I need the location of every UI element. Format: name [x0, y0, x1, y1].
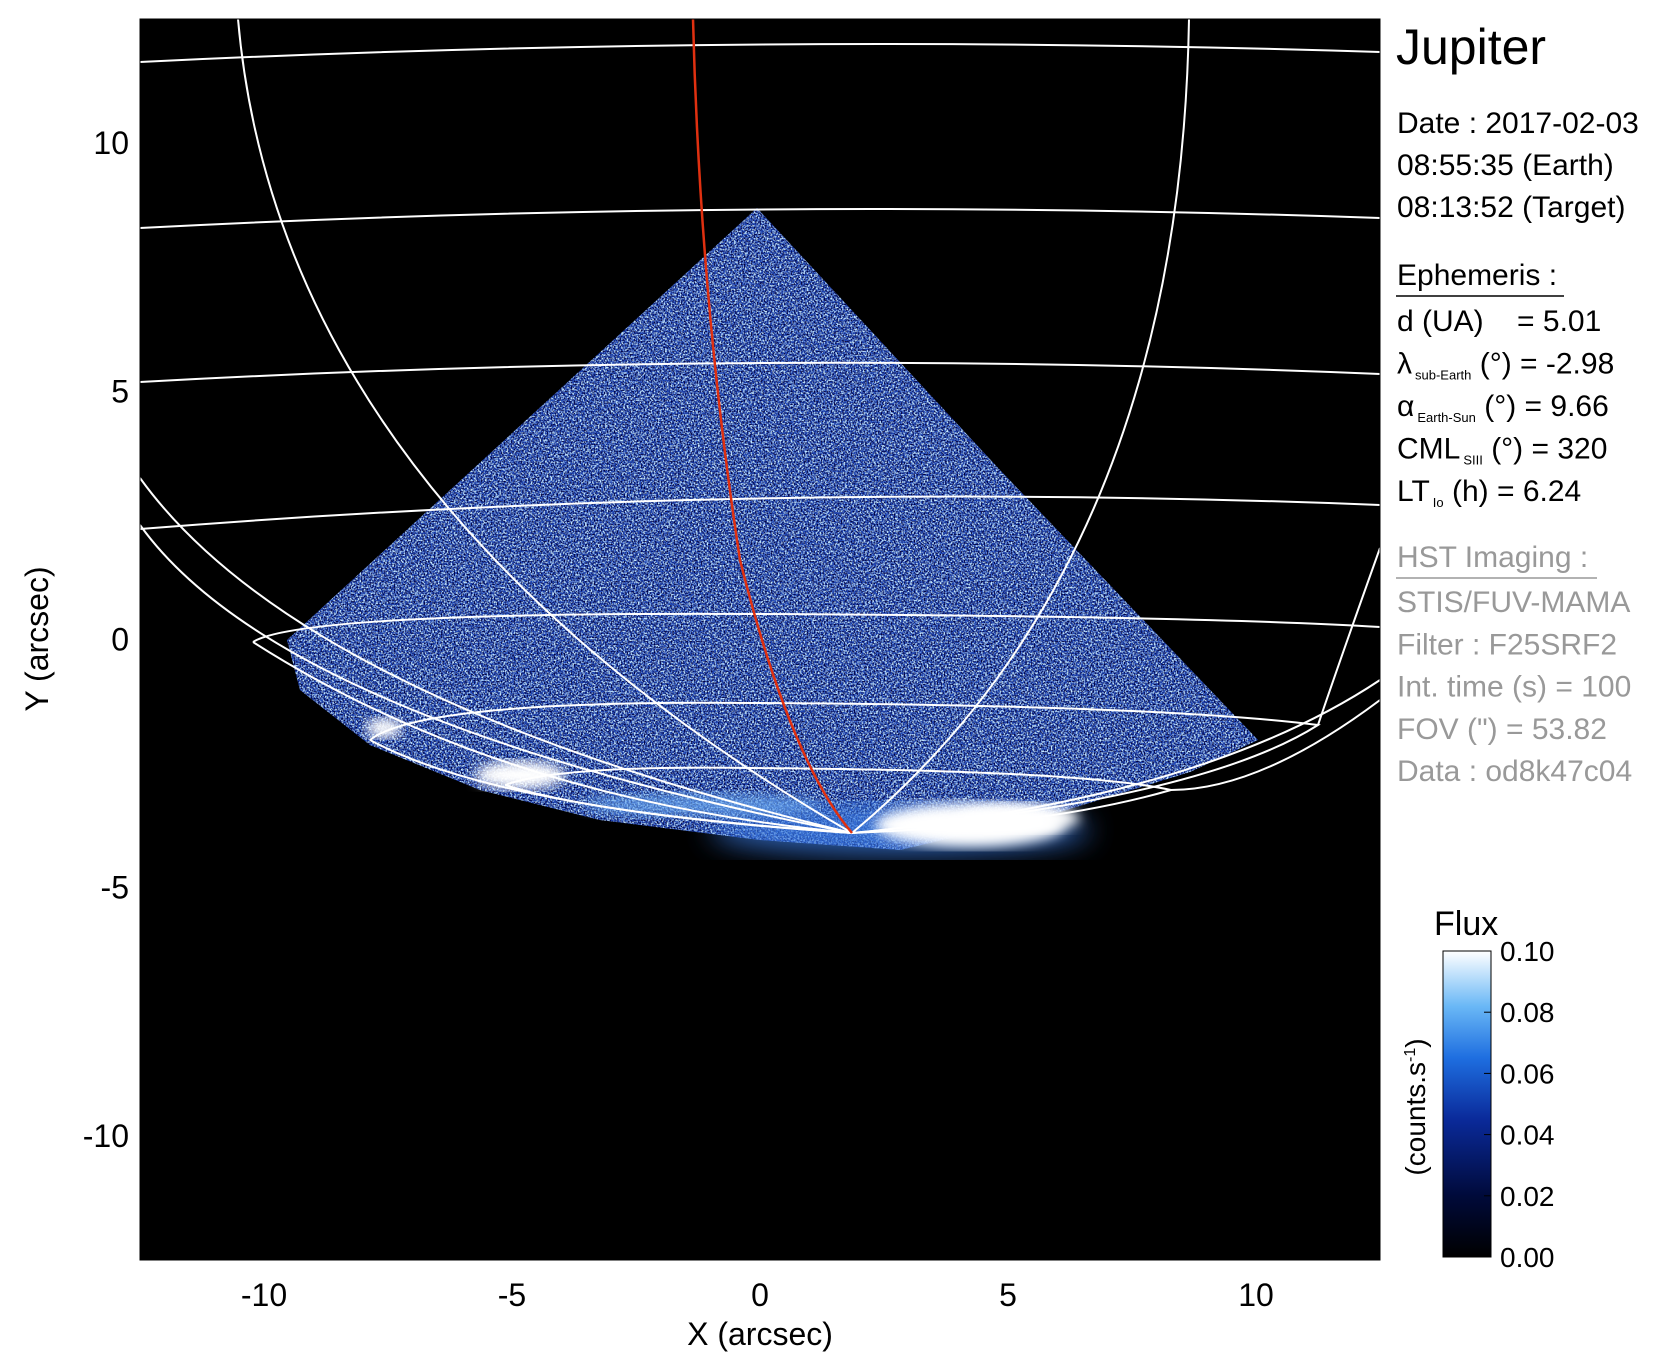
ephemeris-header: Ephemeris : — [1397, 259, 1557, 292]
x-tick-label: 10 — [1238, 1277, 1274, 1313]
latitude-line — [252, 641, 853, 834]
colorbar-tick-label: 0.06 — [1500, 1058, 1555, 1089]
colorbar-title: Flux — [1434, 905, 1498, 943]
hst-item: Filter : F25SRF2 — [1397, 628, 1617, 661]
date-text: Date : 2017-02-03 — [1397, 107, 1639, 140]
y-axis: 10 5 0 -5 -10 — [83, 125, 150, 1154]
ephemeris-item: CML SIII (°) = 320 — [1397, 433, 1607, 468]
time-earth-text: 08:55:35 (Earth) — [1397, 149, 1614, 182]
y-tick-label: -5 — [101, 870, 129, 906]
meridian-line — [1170, 699, 1380, 791]
hst-item: Data : od8k47c04 — [1397, 755, 1632, 788]
colorbar-tick-label: 0.00 — [1500, 1242, 1555, 1273]
latitude-line — [140, 208, 1380, 229]
limb-line — [140, 524, 853, 834]
colorbar — [1442, 950, 1492, 1258]
meridian-line — [237, 19, 853, 834]
colorbar-tick-label: 0.04 — [1500, 1120, 1555, 1151]
y-tick-label: 5 — [111, 373, 129, 409]
hst-item: Int. time (s) = 100 — [1397, 671, 1631, 704]
latitude-line — [140, 361, 1380, 383]
colorbar-tick-label: 0.08 — [1500, 997, 1555, 1028]
x-tick-label: 0 — [751, 1277, 769, 1313]
x-axis-label: X (arcsec) — [687, 1316, 833, 1352]
latitude-line — [140, 495, 1380, 530]
ephemeris-item: λ sub-Earth (°) = -2.98 — [1397, 348, 1614, 383]
colorbar-tick-label: 0.02 — [1500, 1181, 1555, 1212]
ephemeris-item: d (UA) = 5.01 — [1397, 305, 1601, 338]
ephemeris-item: LT Io (h) = 6.24 — [1397, 475, 1581, 510]
footprint-line — [691, 19, 853, 834]
colorbar-ticks: 0.10 0.08 0.06 0.04 0.02 0.00 — [1484, 936, 1555, 1273]
hst-list: STIS/FUV-MAMA Filter : F25SRF2 Int. time (… — [1397, 586, 1632, 788]
hst-item: STIS/FUV-MAMA — [1397, 586, 1630, 619]
x-axis: -10 -5 0 5 10 — [241, 1250, 1274, 1313]
planet-title: Jupiter — [1396, 19, 1546, 75]
y-tick-label: 0 — [111, 622, 129, 658]
y-tick-label: 10 — [93, 125, 129, 161]
y-axis-label: Y (arcsec) — [19, 566, 55, 711]
colorbar-label: (counts.s-1) — [1400, 1038, 1431, 1175]
hst-header: HST Imaging : — [1397, 541, 1588, 574]
ephemeris-list: d (UA) = 5.01 λ sub-Earth (°) = -2.98 α Eart… — [1397, 305, 1614, 510]
time-target-text: 08:13:52 (Target) — [1397, 191, 1625, 224]
meridian-line — [851, 679, 1380, 834]
meridian-line — [851, 19, 1190, 834]
meridian-line — [1317, 547, 1380, 726]
planet-grid — [140, 19, 1380, 835]
ephemeris-item: α Earth-Sun (°) = 9.66 — [1397, 390, 1609, 425]
hst-item: FOV (") = 53.82 — [1397, 713, 1607, 746]
x-tick-label: -10 — [241, 1277, 287, 1313]
latitude-line — [140, 43, 1380, 63]
colorbar-tick-label: 0.10 — [1500, 936, 1555, 967]
latitude-line — [252, 612, 1380, 643]
x-tick-label: -5 — [498, 1277, 526, 1313]
x-tick-label: 5 — [999, 1277, 1017, 1313]
limb-line — [140, 477, 853, 834]
y-tick-label: -10 — [83, 1118, 129, 1154]
